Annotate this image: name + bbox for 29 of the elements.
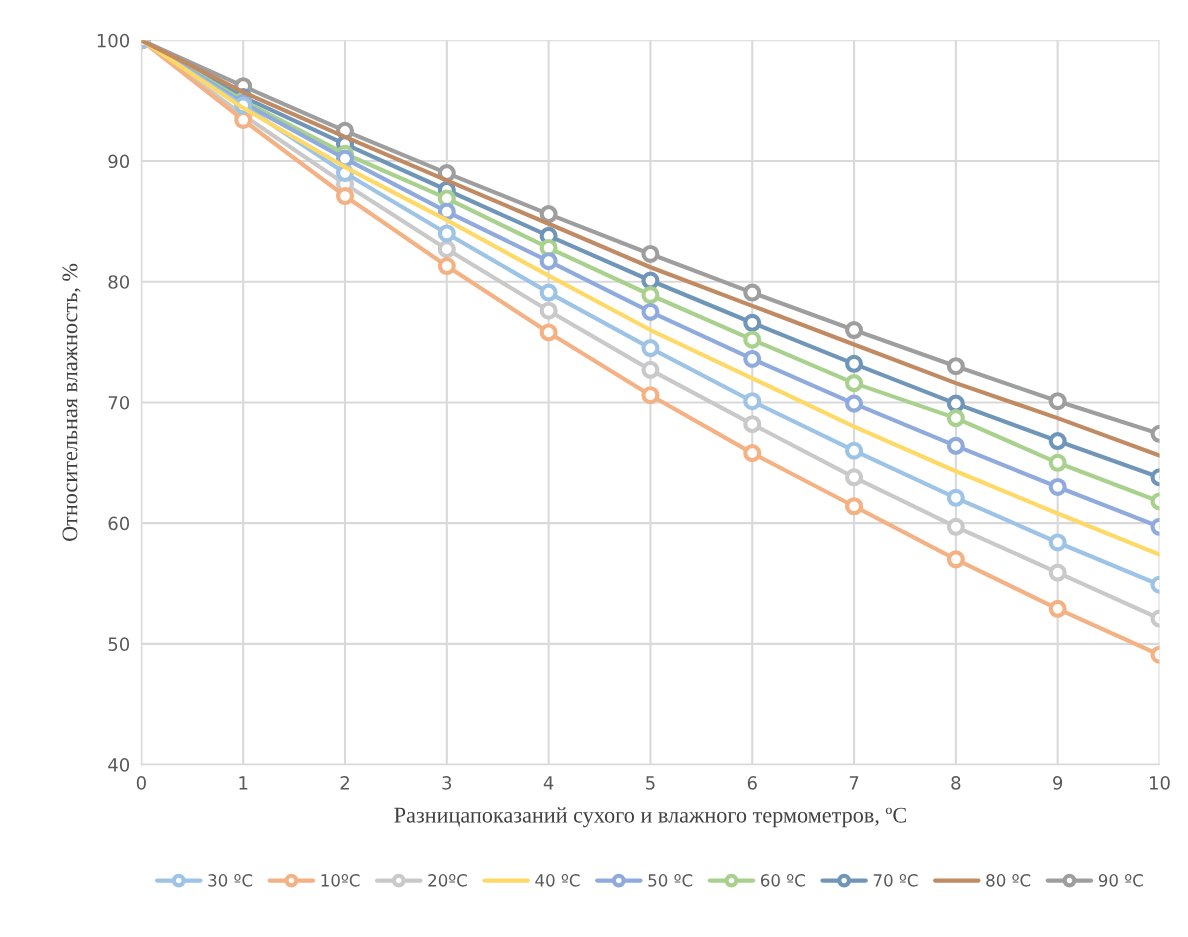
- legend-label: 80 ºC: [986, 874, 1031, 887]
- legend-label: 90 ºC: [1098, 874, 1143, 887]
- legend-label: 20ºC: [428, 874, 467, 887]
- x-tick-label: 8: [951, 776, 961, 790]
- y-tick-label: 90: [108, 154, 130, 169]
- x-axis-title: Разницапоказаний сухого и влажного термометров, ºС: [394, 807, 906, 828]
- y-axis-title: Относительная влажность, %: [62, 263, 81, 541]
- x-tick-label: 2: [340, 776, 349, 790]
- y-tick-label: 60: [108, 516, 130, 531]
- x-tick-label: 1: [239, 776, 248, 790]
- y-tick-label: 100: [97, 33, 130, 48]
- legend-label: 60 ºC: [760, 874, 805, 887]
- legend-label: 70 ºC: [873, 874, 918, 887]
- y-tick-label: 40: [108, 758, 130, 772]
- x-tick-label: 9: [1053, 776, 1063, 790]
- x-tick-label: 4: [543, 776, 554, 790]
- y-tick-label: 50: [108, 637, 130, 651]
- y-tick-label: 80: [108, 275, 130, 289]
- x-tick-label: 5: [646, 776, 655, 790]
- x-tick-label: 6: [747, 776, 757, 790]
- legend-label: 50 ºC: [648, 874, 693, 887]
- y-tick-label: 70: [108, 395, 130, 410]
- legend-label: 30 ºC: [208, 874, 253, 887]
- x-tick-label: 10: [1149, 776, 1170, 790]
- legend-label: 10ºC: [321, 874, 360, 887]
- x-tick-label: 3: [442, 776, 452, 790]
- legend-label: 40 ºC: [535, 874, 580, 887]
- x-tick-label: 0: [136, 776, 146, 790]
- x-tick-label: 7: [849, 776, 859, 790]
